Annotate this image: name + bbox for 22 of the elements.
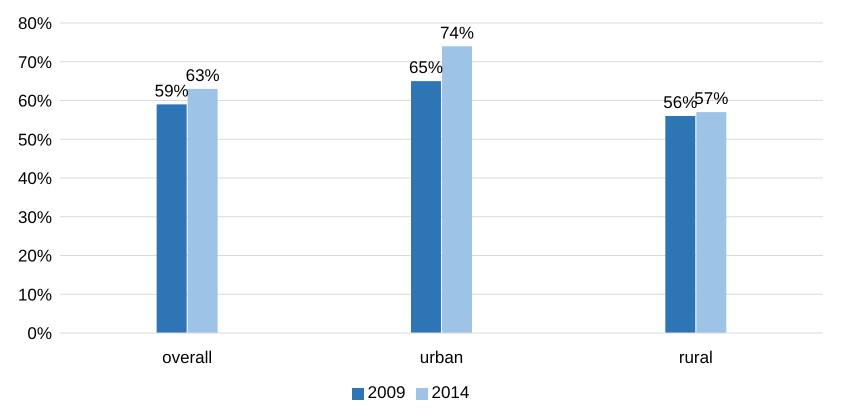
- y-tick-label: 70%: [18, 52, 52, 72]
- legend-label: 2009: [368, 383, 406, 402]
- bar: [410, 81, 441, 333]
- y-tick-label: 50%: [18, 130, 52, 150]
- y-tick-label: 20%: [18, 246, 52, 266]
- data-label: 65%: [408, 58, 443, 78]
- bar: [156, 104, 187, 333]
- bar: [188, 88, 218, 333]
- x-tick-label: urban: [420, 348, 464, 368]
- bar: [442, 46, 472, 333]
- x-tick-label: rural: [678, 348, 713, 368]
- y-tick-label: 60%: [18, 92, 52, 111]
- y-tick-label: 40%: [18, 169, 52, 188]
- x-tick-label: overall: [162, 348, 212, 368]
- y-tick-label: 10%: [18, 285, 52, 304]
- bar: [665, 116, 696, 333]
- y-tick-label: 30%: [18, 208, 52, 227]
- y-tick-label: 0%: [27, 324, 52, 344]
- y-tick-label: 80%: [18, 14, 52, 34]
- bar: [696, 112, 726, 333]
- legend-label: 2014: [432, 383, 470, 402]
- data-label: 74%: [440, 23, 474, 42]
